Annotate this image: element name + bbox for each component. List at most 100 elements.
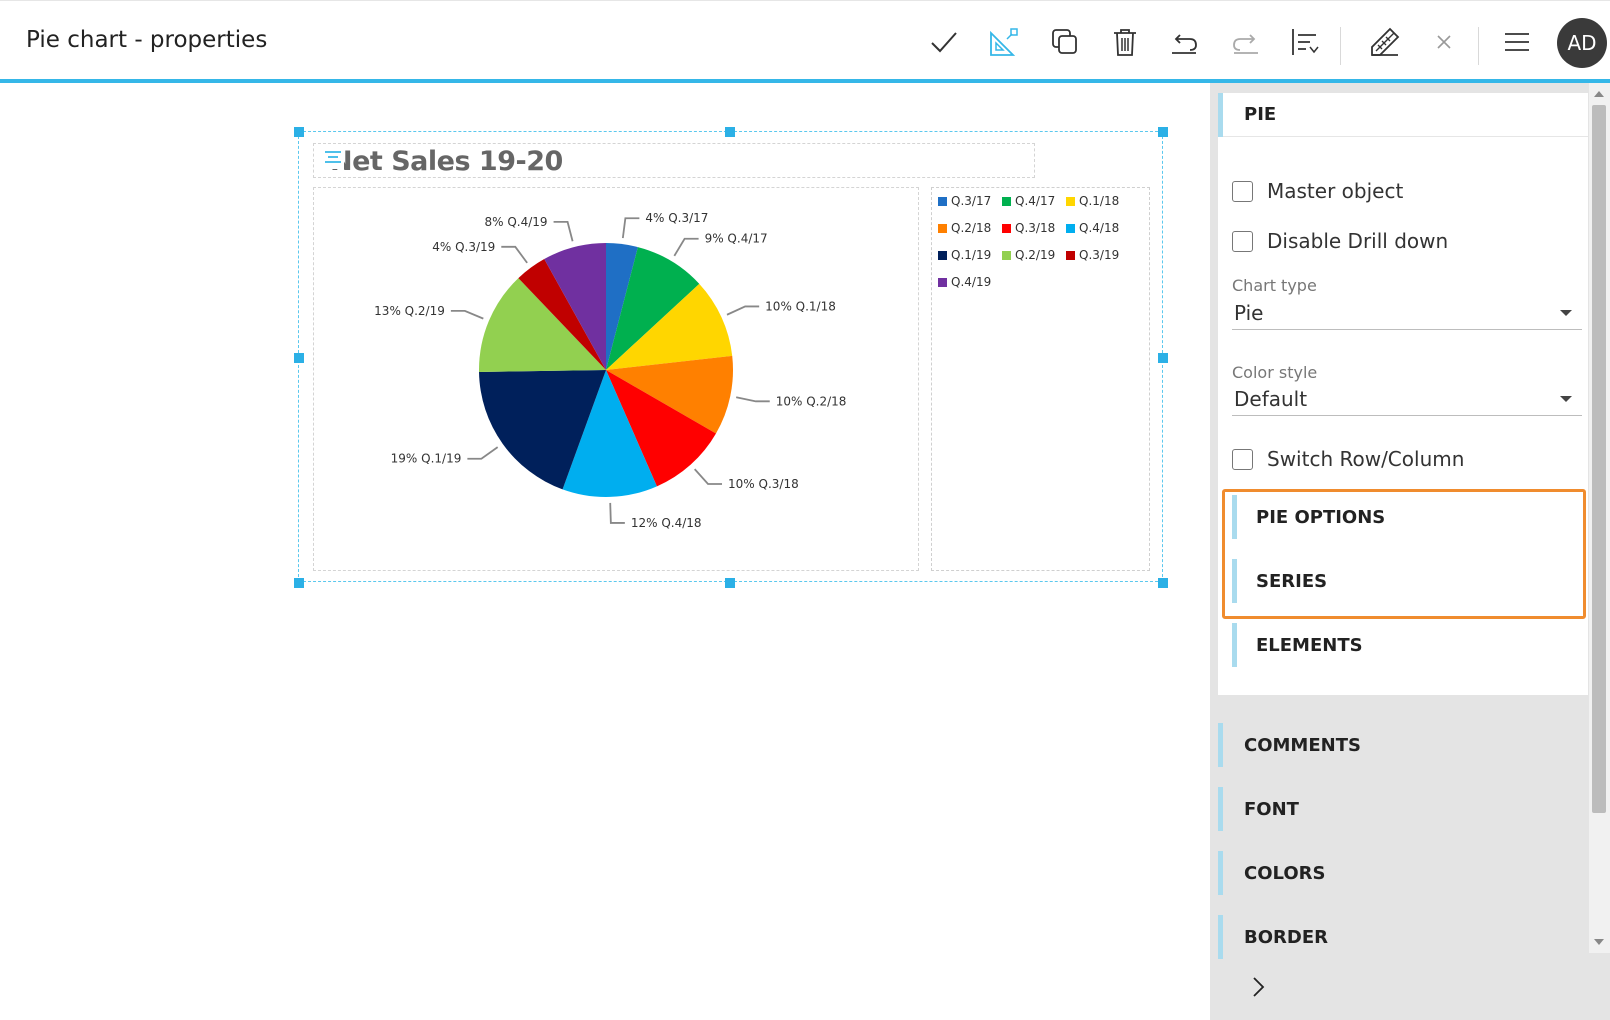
- legend-item[interactable]: Q.3/17: [938, 194, 991, 208]
- pie-slice-q-4-18[interactable]: [562, 370, 657, 498]
- legend-swatch: [1002, 223, 1011, 233]
- data-label: 8% Q.4/19: [485, 215, 548, 229]
- section-pie-options[interactable]: PIE OPTIONS: [1232, 495, 1385, 539]
- panel-scrollbar[interactable]: [1589, 83, 1610, 953]
- label-leader-line: [726, 305, 760, 316]
- legend-item[interactable]: Q.1/18: [1066, 194, 1119, 208]
- legend-item[interactable]: Q.4/19: [938, 275, 991, 289]
- label-leader-line: [467, 446, 499, 460]
- delete-icon[interactable]: [1106, 23, 1144, 61]
- label-leader-line: [621, 217, 640, 239]
- plot-area[interactable]: [313, 187, 919, 571]
- legend-item[interactable]: Q.2/19: [1002, 248, 1055, 262]
- section-font[interactable]: FONT: [1218, 787, 1299, 831]
- disable-drill-checkbox[interactable]: Disable Drill down: [1232, 229, 1448, 253]
- legend-label: Q.3/18: [1015, 221, 1056, 235]
- scroll-up-icon[interactable]: [1594, 91, 1604, 97]
- section-marker: [1218, 787, 1223, 831]
- checkbox-box[interactable]: [1232, 230, 1253, 252]
- align-icon[interactable]: [322, 147, 344, 169]
- header-accent-line: [0, 79, 1610, 84]
- pie-slice-q-4-17[interactable]: [606, 247, 700, 370]
- pie-slice-q-3-17[interactable]: [606, 243, 638, 370]
- legend-item[interactable]: Q.2/18: [938, 221, 991, 235]
- chevron-right-icon[interactable]: [1248, 972, 1268, 1002]
- data-label: 12% Q.4/18: [631, 516, 702, 530]
- resize-handle-bl[interactable]: [294, 578, 304, 588]
- resize-handle-tr[interactable]: [1158, 127, 1168, 137]
- label-leader-line: [450, 309, 484, 320]
- section-border[interactable]: BORDER: [1218, 915, 1328, 959]
- section-comments[interactable]: COMMENTS: [1218, 723, 1361, 767]
- legend-label: Q.4/19: [951, 275, 992, 289]
- resize-handle-br[interactable]: [1158, 578, 1168, 588]
- data-label: 4% Q.3/19: [432, 240, 495, 254]
- checkbox-box[interactable]: [1232, 448, 1253, 470]
- label-leader-line: [673, 237, 699, 257]
- master-object-label: Master object: [1267, 179, 1404, 203]
- section-marker: [1218, 723, 1223, 767]
- report-canvas: Net Sales 19-20 4% Q.3/17 9% Q.4/17 10% Q.…: [0, 83, 1210, 1020]
- scroll-down-icon[interactable]: [1594, 939, 1604, 945]
- check-icon[interactable]: [925, 23, 963, 61]
- data-label: 9% Q.4/17: [705, 232, 768, 246]
- chart-legend[interactable]: Q.3/17 Q.4/17 Q.1/18 Q.2/18 Q.3/18 Q.4/18 Q.1/…: [931, 187, 1150, 571]
- pie-chart[interactable]: 4% Q.3/17 9% Q.4/17 10% Q.1/18 10% Q.2/18 10…: [313, 187, 919, 571]
- pie-slice-q-1-18[interactable]: [606, 283, 733, 370]
- section-marker: [1232, 623, 1237, 667]
- redo-icon[interactable]: [1226, 23, 1264, 61]
- scroll-thumb[interactable]: [1592, 105, 1606, 813]
- section-series[interactable]: SERIES: [1232, 559, 1327, 603]
- edit-ruler-icon[interactable]: [1366, 23, 1404, 61]
- pie-slice-q-3-18[interactable]: [606, 370, 716, 487]
- color-style-select[interactable]: Default: [1232, 382, 1582, 416]
- font-label: FONT: [1244, 798, 1299, 820]
- master-object-checkbox[interactable]: Master object: [1232, 179, 1403, 203]
- legend-item[interactable]: Q.3/18: [1002, 221, 1055, 235]
- resize-handle-tm[interactable]: [725, 127, 735, 137]
- resize-handle-bm[interactable]: [725, 578, 735, 588]
- legend-item[interactable]: Q.1/19: [938, 248, 991, 262]
- undo-icon[interactable]: [1166, 23, 1204, 61]
- close-icon[interactable]: [1425, 23, 1463, 61]
- chart-type-select[interactable]: Pie: [1232, 296, 1582, 330]
- legend-item[interactable]: Q.4/18: [1066, 221, 1119, 235]
- highlight-box: [1222, 489, 1586, 619]
- legend-item[interactable]: Q.4/17: [1002, 194, 1055, 208]
- pie-section-body: [1218, 93, 1588, 695]
- menu-icon[interactable]: [1498, 23, 1536, 61]
- section-marker: [1218, 915, 1223, 959]
- pie-slice-q-3-19[interactable]: [518, 259, 606, 370]
- pie-slice-q-2-19[interactable]: [479, 278, 606, 373]
- section-elements[interactable]: ELEMENTS: [1232, 623, 1363, 667]
- section-marker: [1218, 851, 1223, 895]
- chevron-down-icon: [1560, 396, 1572, 402]
- label-leader-line: [735, 396, 770, 403]
- border-label: BORDER: [1244, 926, 1328, 948]
- chart-title[interactable]: Net Sales 19-20: [330, 146, 563, 177]
- legend-swatch: [1066, 223, 1075, 233]
- switch-row-column-checkbox[interactable]: Switch Row/Column: [1232, 447, 1464, 471]
- legend-item[interactable]: Q.3/19: [1066, 248, 1119, 262]
- resize-handle-mr[interactable]: [1158, 353, 1168, 363]
- pie-slice-q-2-18[interactable]: [606, 355, 733, 434]
- legend-label: Q.2/19: [1015, 248, 1056, 262]
- avatar[interactable]: AD: [1557, 18, 1607, 68]
- chart-type-label: Chart type: [1232, 276, 1317, 295]
- section-colors[interactable]: COLORS: [1218, 851, 1325, 895]
- pie-slice-q-1-19[interactable]: [479, 370, 606, 490]
- page-title: Pie chart - properties: [26, 27, 268, 53]
- disable-drill-label: Disable Drill down: [1267, 229, 1449, 253]
- resize-handle-ml[interactable]: [294, 353, 304, 363]
- duplicate-icon[interactable]: [1046, 23, 1084, 61]
- pie-slice-q-4-19[interactable]: [544, 243, 606, 370]
- legend-label: Q.1/19: [951, 248, 992, 262]
- resize-handle-tl[interactable]: [294, 127, 304, 137]
- data-label: 10% Q.1/18: [765, 299, 836, 313]
- sort-icon[interactable]: [1286, 23, 1324, 61]
- checkbox-box[interactable]: [1232, 180, 1253, 202]
- legend-swatch: [1066, 196, 1075, 206]
- section-pie[interactable]: PIE: [1218, 93, 1588, 137]
- chart-design-icon[interactable]: [985, 23, 1023, 61]
- chart-title-box[interactable]: [313, 143, 1035, 178]
